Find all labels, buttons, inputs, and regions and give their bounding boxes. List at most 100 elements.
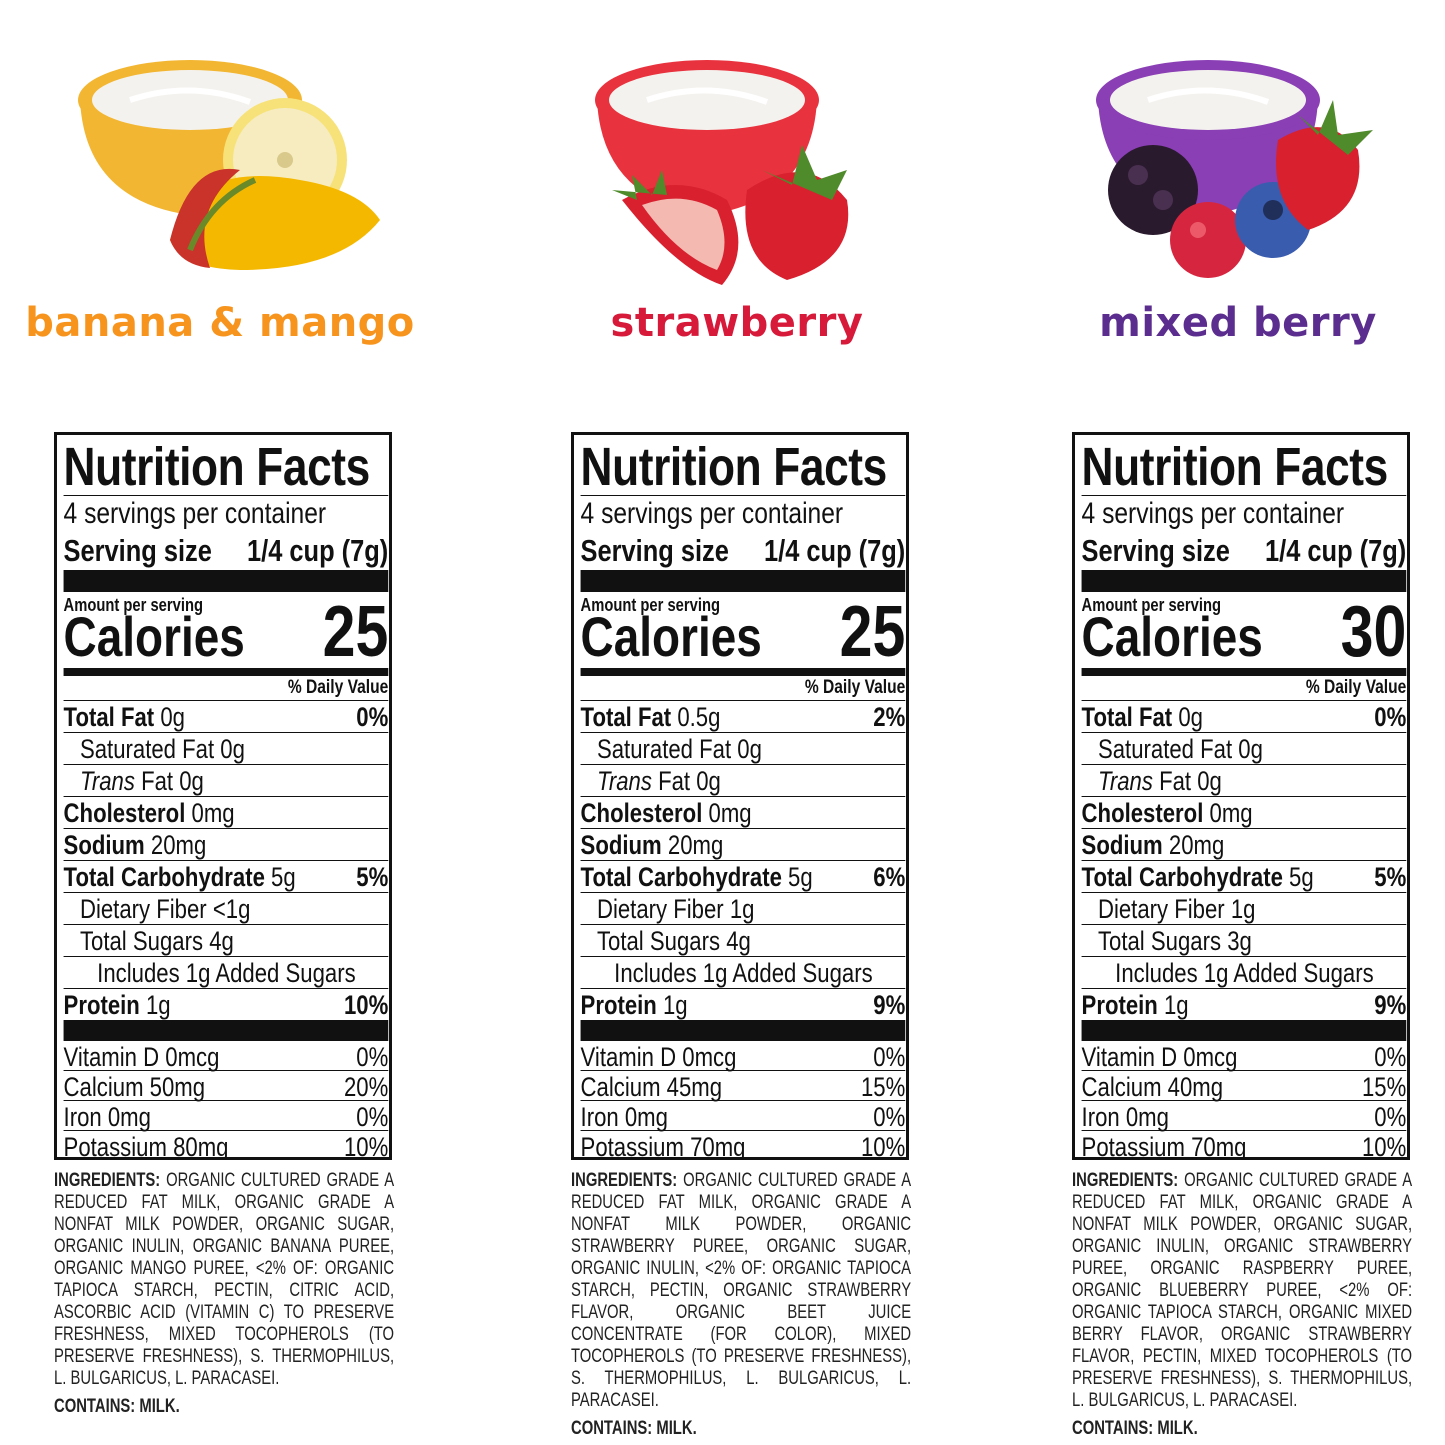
vitamin-name: Potassium 80mg <box>63 1132 229 1160</box>
nutrient-name: Trans <box>1097 766 1153 796</box>
vitamin-row: Calcium 45mg 15% <box>580 1071 906 1102</box>
daily-value: 9% <box>1374 990 1407 1020</box>
daily-value: 0% <box>873 1102 906 1132</box>
nutrient-amount: 1g <box>729 894 755 924</box>
serving-size: Serving size 1/4 cup (7g) <box>64 532 389 570</box>
vitamin-name: Calcium 50mg <box>63 1072 206 1102</box>
ingredients-label: INGREDIENTS: <box>571 1170 678 1191</box>
calories: Calories 25 <box>580 596 906 668</box>
vitamin-row: Iron 0mg 0% <box>580 1101 906 1132</box>
product-column: mixed berry Nutrition Facts 4 servings p… <box>1058 0 1418 1445</box>
product-column: banana & mango Nutrition Facts 4 serving… <box>25 0 414 1445</box>
serving-size-label: Serving size <box>1081 533 1230 568</box>
product-image <box>1058 40 1418 290</box>
nutrient-name: Saturated Fat <box>1097 734 1233 764</box>
nutrient-row: Total Carbohydrate 5g 6% <box>580 861 906 893</box>
daily-value: 10% <box>1361 1132 1407 1160</box>
serving-size: Serving size 1/4 cup (7g) <box>581 532 906 570</box>
nutrient-name: Total Sugars <box>79 926 204 956</box>
serving-size-value: 1/4 cup (7g) <box>247 533 389 568</box>
strawberry-icon <box>612 170 739 285</box>
nutrient-row: Total Fat 0g 0% <box>1081 701 1407 733</box>
nutrient-name: Protein <box>1081 990 1158 1020</box>
nutrient-row: Total Sugars 3g <box>1081 925 1407 957</box>
nutrient-name: Sodium <box>63 830 145 860</box>
nutrient-amount: 4g <box>209 926 234 956</box>
nutrient-amount: 0g <box>696 766 721 796</box>
nutrient-name: Sodium <box>580 830 662 860</box>
serving-size: Serving size 1/4 cup (7g) <box>1082 532 1407 570</box>
nutrient-row: Trans Fat 0g <box>1081 765 1407 797</box>
flavor-title: strawberry <box>610 300 864 346</box>
daily-value: 0% <box>1374 1102 1407 1132</box>
nutrient-name: Trans <box>79 766 135 796</box>
nutrition-facts-label: Nutrition Facts 4 servings per container… <box>571 432 909 1160</box>
calories-label: Calories <box>580 605 762 668</box>
divider <box>63 1020 389 1041</box>
divider <box>1081 668 1407 676</box>
vitamin-name: Vitamin D 0mcg <box>63 1042 220 1072</box>
vitamin-row: Iron 0mg 0% <box>1081 1101 1407 1132</box>
nutrient-row: Includes 1g Added Sugars <box>580 957 906 989</box>
ingredients: INGREDIENTS: ORGANIC CULTURED GRADE A RE… <box>1072 1170 1412 1440</box>
divider <box>580 570 906 592</box>
amount-per-serving: Amount per serving <box>63 595 203 615</box>
nutrient-name: Total Carbohydrate <box>1081 862 1283 892</box>
daily-value-header: % Daily Value <box>580 676 906 701</box>
nutrient-name: Total Carbohydrate <box>580 862 782 892</box>
nutrient-name: Total Sugars <box>596 926 721 956</box>
nutrient-name: Sodium <box>1081 830 1163 860</box>
daily-value: 0% <box>1374 1042 1407 1072</box>
calories-label: Calories <box>63 605 245 668</box>
calories-value: 30 <box>1340 592 1407 672</box>
nutrient-row: Dietary Fiber <1g <box>63 893 389 925</box>
nutrient-row: Trans Fat 0g <box>580 765 906 797</box>
calories-label: Calories <box>1081 605 1263 668</box>
calories-value: 25 <box>322 592 389 672</box>
vitamin-row: Vitamin D 0mcg 0% <box>1081 1041 1407 1072</box>
product-image <box>557 40 917 290</box>
daily-value: 0% <box>356 1042 389 1072</box>
allergen-statement: CONTAINS: MILK. <box>1072 1418 1198 1439</box>
servings-per-container: 4 servings per container <box>63 497 327 530</box>
nutrient-row: Dietary Fiber 1g <box>1081 893 1407 925</box>
nutrient-row: Includes 1g Added Sugars <box>1081 957 1407 989</box>
vitamin-row: Potassium 80mg 10% <box>63 1131 389 1160</box>
nutrient-name: Total Fat <box>63 702 155 732</box>
nutrient-amount: 0mg <box>1209 798 1253 828</box>
nutrient-amount: 0g <box>1178 702 1203 732</box>
daily-value: 10% <box>343 990 389 1020</box>
vitamin-row: Calcium 40mg 15% <box>1081 1071 1407 1102</box>
nutrient-row: Saturated Fat 0g <box>580 733 906 765</box>
divider <box>63 668 389 676</box>
daily-value: 10% <box>343 1132 389 1160</box>
vitamin-row: Iron 0mg 0% <box>63 1101 389 1132</box>
nutrient-amount: 0.5g <box>677 702 721 732</box>
vitamin-name: Potassium 70mg <box>580 1132 746 1160</box>
vitamin-name: Potassium 70mg <box>1081 1132 1247 1160</box>
calories: Calories 30 <box>1081 596 1407 668</box>
daily-value: 2% <box>873 702 906 732</box>
nutrient-amount: 4g <box>726 926 751 956</box>
divider <box>63 570 389 592</box>
nutrient-amount: 0g <box>179 766 204 796</box>
nutrient-amount: 0mg <box>708 798 752 828</box>
daily-value: 15% <box>1361 1072 1407 1102</box>
daily-value: 0% <box>1374 702 1407 732</box>
ingredients-label: INGREDIENTS: <box>54 1170 161 1191</box>
amount-per-serving: Amount per serving <box>580 595 720 615</box>
nutrient-row: Saturated Fat 0g <box>63 733 389 765</box>
nutrition-facts-heading: Nutrition Facts <box>63 437 371 497</box>
flavor-title: banana & mango <box>25 300 415 346</box>
vitamin-name: Iron 0mg <box>63 1102 151 1132</box>
nutrient-name: Cholesterol <box>63 798 186 828</box>
nutrient-row: Protein 1g 9% <box>581 989 906 1020</box>
nutrient-name: Total Sugars <box>1097 926 1222 956</box>
nutrient-amount: 0g <box>1238 734 1263 764</box>
nutrient-name: Dietary Fiber <box>1097 894 1225 924</box>
nutrient-amount: 5g <box>1289 862 1314 892</box>
daily-value: 0% <box>356 702 389 732</box>
vitamin-row: Vitamin D 0mcg 0% <box>63 1041 389 1072</box>
daily-value: 20% <box>343 1072 389 1102</box>
ingredients: INGREDIENTS: ORGANIC CULTURED GRADE A RE… <box>54 1170 394 1418</box>
